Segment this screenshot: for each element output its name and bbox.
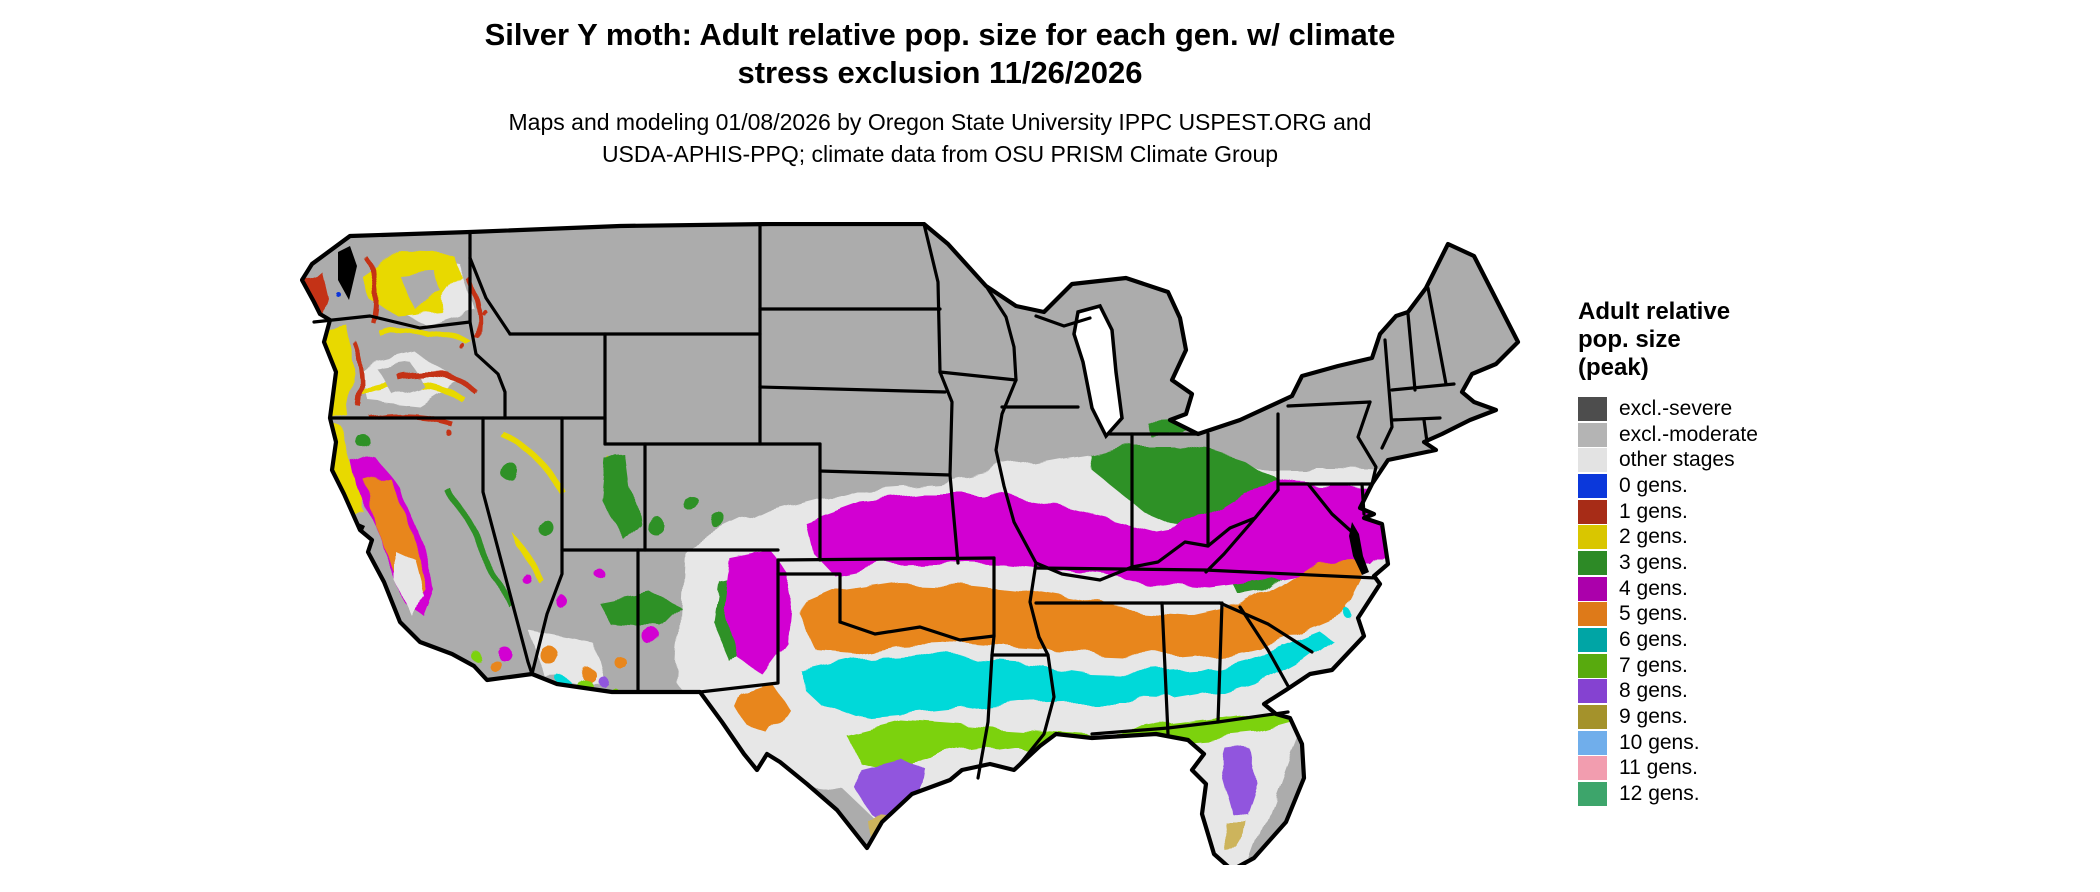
legend-item: 9 gens. [1578, 704, 1878, 730]
legend-title-line-2: pop. size [1578, 326, 1681, 353]
legend-swatch [1578, 396, 1607, 421]
legend-label: other stages [1619, 448, 1735, 472]
legend-swatch [1578, 473, 1607, 498]
legend-label: 5 gens. [1619, 602, 1688, 626]
us-generation-map [300, 222, 1540, 879]
legend-item: 4 gens. [1578, 576, 1878, 602]
legend-label: 1 gens. [1619, 499, 1688, 523]
page-subtitle: Maps and modeling 01/08/2026 by Oregon S… [0, 106, 1880, 170]
map-svg [300, 222, 1540, 879]
band-3gens-sierra-edge [447, 490, 513, 606]
legend-item: 5 gens. [1578, 602, 1878, 628]
band-5gens-main [798, 558, 1368, 656]
legend-swatch [1578, 782, 1607, 807]
band-4gens-new-mexico [724, 550, 792, 674]
puget-sound [338, 246, 357, 300]
legend-item: 1 gens. [1578, 499, 1878, 525]
band-9gens-south-florida [1222, 819, 1244, 852]
legend-item: 7 gens. [1578, 653, 1878, 679]
mountain-gray-cascade-hole [400, 272, 446, 308]
legend-swatch [1578, 653, 1607, 678]
legend-item: 12 gens. [1578, 781, 1878, 807]
legend-label: 12 gens. [1619, 782, 1700, 806]
legend-label: 0 gens. [1619, 473, 1688, 497]
subtitle-line-2: USDA-APHIS-PPQ; climate data from OSU PR… [601, 141, 1279, 167]
legend-label: excl.-severe [1619, 396, 1733, 420]
legend-swatch [1578, 525, 1607, 550]
legend-item: excl.-severe [1578, 396, 1878, 422]
legend-swatch [1578, 756, 1607, 781]
legend-label: 8 gens. [1619, 679, 1688, 703]
legend-label: 10 gens. [1619, 730, 1700, 754]
mountain-gray-oregon-high [380, 367, 425, 397]
legend-label: 3 gens. [1619, 550, 1688, 574]
band-8gens-florida [1218, 748, 1258, 814]
title-line-2: stress exclusion 11/26/2026 [737, 55, 1143, 90]
band-4gens-main [805, 482, 1388, 588]
legend-item: 10 gens. [1578, 730, 1878, 756]
legend-title-line-3: (peak) [1578, 354, 1649, 381]
legend-item: 3 gens. [1578, 550, 1878, 576]
band-3gens-mogollon [598, 592, 682, 628]
band-6gens-main [800, 630, 1332, 718]
band-other-stages-valley-core [396, 552, 428, 616]
legend-item: 11 gens. [1578, 756, 1878, 782]
title-line-1: Silver Y moth: Adult relative pop. size … [484, 17, 1396, 52]
band-5gens-west-texas [734, 682, 790, 738]
legend-label: 2 gens. [1619, 525, 1688, 549]
legend-item: 2 gens. [1578, 524, 1878, 550]
legend-title-line-1: Adult relative [1578, 298, 1731, 325]
legend-swatch [1578, 576, 1607, 601]
legend-label: excl.-moderate [1619, 422, 1758, 446]
legend-items: excl.-severe excl.-moderate other stages 0 … [1578, 396, 1878, 807]
legend-swatch [1578, 448, 1607, 473]
legend-item: other stages [1578, 447, 1878, 473]
chesapeake-bay [1349, 522, 1369, 575]
legend-item: 6 gens. [1578, 627, 1878, 653]
mountain-gray-arizona-plateau [546, 556, 632, 602]
band-1gens-specks [445, 311, 489, 435]
legend-swatch [1578, 550, 1607, 575]
legend-swatch [1578, 602, 1607, 627]
state-borders [312, 222, 1456, 780]
band-3gens-spots [355, 433, 730, 532]
legend-item: excl.-moderate [1578, 422, 1878, 448]
legend-swatch [1578, 679, 1607, 704]
subtitle-line-1: Maps and modeling 01/08/2026 by Oregon S… [508, 109, 1372, 135]
legend-label: 7 gens. [1619, 653, 1688, 677]
legend-title: Adult relative pop. size (peak) [1578, 298, 1878, 382]
map-legend: Adult relative pop. size (peak) excl.-se… [1578, 298, 1878, 807]
legend-label: 6 gens. [1619, 628, 1688, 652]
legend-label: 11 gens. [1619, 756, 1699, 780]
legend-swatch [1578, 628, 1607, 653]
band-3gens-wasatch [604, 460, 638, 538]
legend-swatch [1578, 422, 1607, 447]
lake-michigan [1072, 303, 1124, 440]
legend-swatch [1578, 705, 1607, 730]
legend-swatch [1578, 730, 1607, 755]
title-block: Silver Y moth: Adult relative pop. size … [0, 16, 1880, 170]
legend-item: 8 gens. [1578, 679, 1878, 705]
page-title: Silver Y moth: Adult relative pop. size … [0, 16, 1880, 92]
legend-swatch [1578, 499, 1607, 524]
legend-label: 9 gens. [1619, 705, 1688, 729]
map-fill-layers [302, 224, 1518, 870]
legend-label: 4 gens. [1619, 576, 1688, 600]
mountain-gray-sierra [456, 460, 528, 618]
legend-item: 0 gens. [1578, 473, 1878, 499]
